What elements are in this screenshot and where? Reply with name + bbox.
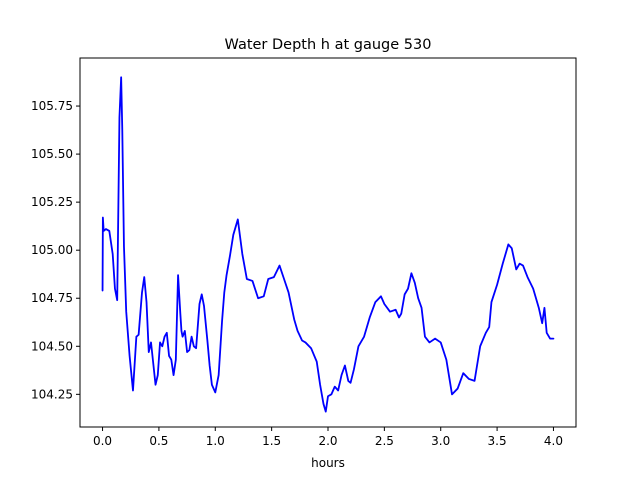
x-tick-label: 1.5 [262,434,281,448]
y-tick-label: 105.50 [31,147,73,161]
y-tick-label: 104.25 [31,387,73,401]
series-layer [101,76,555,413]
y-tick-label: 105.25 [31,195,73,209]
series-line [101,76,555,413]
y-tick-label: 105.00 [31,243,73,257]
axis-ticks: 0.0 0.5 1.0 1.5 2.0 2.5 3.0 3.5 4.0 104.25 104.50 1… [31,99,563,448]
plot-area [80,58,576,427]
x-tick-label: 4.0 [544,434,563,448]
x-tick-label: 2.5 [375,434,394,448]
y-tick-label: 104.50 [31,339,73,353]
y-tick-label: 105.75 [31,99,73,113]
x-tick-label: 1.0 [206,434,225,448]
x-tick-label: 3.0 [431,434,450,448]
x-tick-label: 0.0 [93,434,112,448]
plot-frame [79,57,577,428]
x-tick-label: 2.0 [318,434,337,448]
x-tick-label: 0.5 [149,434,168,448]
x-axis-label: hours [311,456,345,470]
chart-title: Water Depth h at gauge 530 [225,37,432,53]
x-tick-label: 3.5 [488,434,507,448]
y-tick-label: 104.75 [31,291,73,305]
